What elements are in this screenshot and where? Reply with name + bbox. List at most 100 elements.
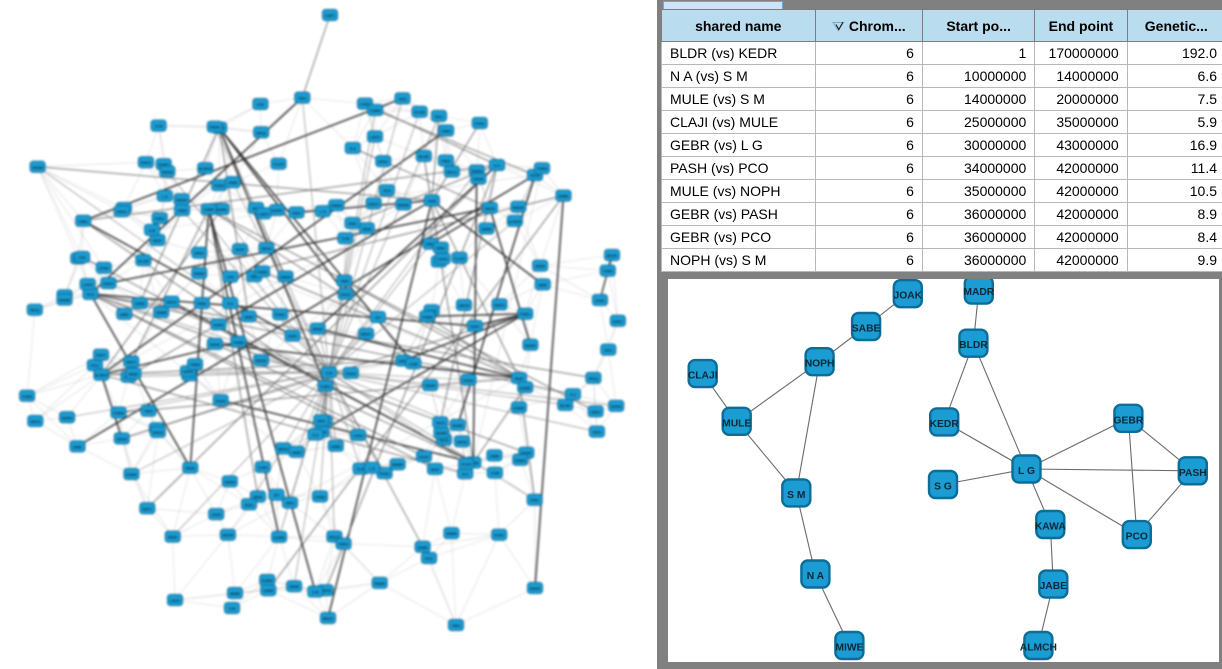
svg-text:DAKO: DAKO: [494, 303, 505, 307]
svg-text:KLAM: KLAM: [138, 259, 148, 263]
svg-text:MESC: MESC: [361, 333, 372, 337]
svg-text:CHOC: CHOC: [183, 370, 194, 374]
svg-text:KAWE: KAWE: [262, 579, 273, 583]
svg-text:HOPE: HOPE: [272, 209, 283, 213]
svg-text:MIWE: MIWE: [230, 592, 240, 596]
svg-text:ALMCH: ALMCH: [95, 374, 108, 378]
svg-text:GROS: GROS: [459, 304, 470, 308]
svg-text:KEDR: KEDR: [425, 384, 436, 388]
svg-text:COMA: COMA: [315, 495, 326, 499]
svg-text:JOAK: JOAK: [211, 513, 221, 517]
svg-text:OMAH: OMAH: [280, 276, 291, 280]
svg-text:SALI: SALI: [435, 115, 443, 119]
svg-text:WASH: WASH: [176, 198, 187, 202]
svg-text:S M: S M: [229, 607, 235, 611]
svg-text:JABE: JABE: [228, 181, 238, 185]
svg-text:GEBR: GEBR: [156, 311, 167, 315]
svg-text:PAWN: PAWN: [374, 582, 385, 586]
svg-text:SHAW: SHAW: [32, 166, 43, 170]
svg-text:CHOC: CHOC: [340, 293, 351, 297]
svg-text:BLDR: BLDR: [419, 155, 429, 159]
svg-text:KAWA: KAWA: [514, 406, 525, 410]
svg-text:SABE: SABE: [852, 324, 881, 335]
svg-text:HOPE: HOPE: [213, 323, 224, 327]
svg-text:SHOS: SHOS: [117, 437, 128, 441]
svg-text:WASH: WASH: [256, 359, 267, 363]
svg-text:KEDR: KEDR: [930, 419, 960, 430]
svg-text:ERIE: ERIE: [120, 313, 129, 317]
svg-text:ZIRO: ZIRO: [286, 502, 295, 506]
svg-text:SHOS: SHOS: [153, 431, 164, 435]
svg-text:CHER: CHER: [204, 208, 215, 212]
svg-text:PUEB: PUEB: [22, 395, 32, 399]
svg-text:HOPI: HOPI: [470, 325, 479, 329]
svg-text:JOAK: JOAK: [99, 267, 109, 271]
svg-text:L G: L G: [369, 467, 375, 471]
svg-text:MIWE: MIWE: [313, 328, 323, 332]
svg-text:HOPI: HOPI: [288, 335, 297, 339]
svg-text:PASH: PASH: [1179, 468, 1207, 479]
svg-text:SHAW: SHAW: [436, 432, 447, 436]
svg-text:PASH: PASH: [210, 126, 220, 130]
svg-text:GROS: GROS: [457, 440, 468, 444]
svg-text:KIMU: KIMU: [442, 130, 452, 134]
svg-text:S G: S G: [494, 164, 500, 168]
svg-text:TLIN: TLIN: [341, 237, 349, 241]
svg-text:KIMU: KIMU: [79, 220, 89, 224]
svg-text:PCO: PCO: [425, 557, 433, 561]
svg-text:APAC: APAC: [378, 160, 388, 164]
svg-text:SENE: SENE: [289, 585, 299, 589]
svg-text:INUP: INUP: [431, 468, 440, 472]
svg-text:KAWA: KAWA: [126, 473, 137, 477]
svg-text:JOAK: JOAK: [893, 291, 922, 302]
svg-text:MAID: MAID: [129, 372, 139, 376]
svg-text:MIWE: MIWE: [835, 643, 863, 654]
svg-text:YUMA: YUMA: [257, 271, 268, 275]
svg-text:MULE: MULE: [447, 171, 458, 175]
svg-text:JOAK: JOAK: [595, 299, 605, 303]
svg-text:TAWI: TAWI: [428, 200, 437, 204]
svg-text:KAWE: KAWE: [520, 386, 531, 390]
svg-text:CLAJI: CLAJI: [688, 371, 718, 382]
svg-text:MAID: MAID: [186, 467, 196, 471]
svg-text:N A: N A: [462, 472, 468, 476]
svg-text:ALMCH: ALMCH: [508, 220, 521, 224]
svg-text:S G: S G: [312, 434, 318, 438]
svg-text:KIMU: KIMU: [436, 247, 446, 251]
svg-text:ERIE: ERIE: [73, 445, 82, 449]
svg-text:PONC: PONC: [275, 313, 286, 317]
svg-text:INUP: INUP: [515, 377, 524, 381]
svg-text:N A: N A: [807, 571, 825, 582]
svg-text:WICH: WICH: [167, 301, 177, 305]
svg-text:COMA: COMA: [113, 412, 124, 416]
svg-text:GEBR: GEBR: [446, 532, 457, 536]
svg-text:CLAJI: CLAJI: [454, 257, 464, 261]
svg-text:CHOC: CHOC: [437, 258, 448, 262]
svg-text:TETO: TETO: [436, 421, 446, 425]
svg-text:GEBR: GEBR: [1114, 415, 1144, 426]
svg-text:NOPH: NOPH: [62, 416, 73, 420]
svg-text:GEBR: GEBR: [481, 228, 492, 232]
svg-text:FUSU: FUSU: [494, 534, 504, 538]
svg-text:OSAG: OSAG: [346, 372, 357, 376]
svg-text:IROQ: IROQ: [589, 377, 598, 381]
svg-text:NAVA: NAVA: [485, 207, 495, 211]
svg-text:PIMA: PIMA: [441, 160, 450, 164]
svg-text:SABE: SABE: [331, 445, 342, 449]
svg-text:JABE: JABE: [490, 454, 500, 458]
svg-text:MADR: MADR: [513, 206, 524, 210]
svg-text:APAC: APAC: [194, 252, 204, 256]
svg-text:PSEU: PSEU: [520, 313, 530, 317]
svg-text:PSEU: PSEU: [339, 543, 349, 547]
svg-text:S G: S G: [570, 393, 576, 397]
svg-text:KAWE: KAWE: [274, 536, 285, 540]
svg-text:CREE: CREE: [190, 363, 201, 367]
svg-text:IROQ: IROQ: [257, 131, 266, 135]
svg-text:MESC: MESC: [323, 617, 334, 621]
svg-text:NATC: NATC: [142, 507, 152, 511]
svg-text:ALMCH: ALMCH: [1020, 643, 1057, 654]
svg-text:FUSU: FUSU: [380, 472, 390, 476]
svg-text:SIOU: SIOU: [245, 503, 254, 507]
svg-text:LAKO: LAKO: [370, 136, 380, 140]
svg-text:TLIN: TLIN: [357, 468, 365, 472]
